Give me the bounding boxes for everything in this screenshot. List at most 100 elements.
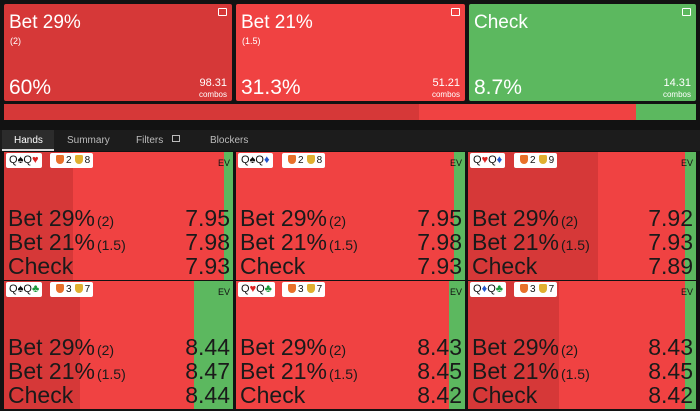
mix-segment: [236, 281, 449, 409]
ev-value: 7.89: [648, 253, 693, 279]
blocker-count: 2: [66, 155, 72, 166]
combos-label: combos: [662, 90, 691, 99]
ev-value: 7.98: [185, 229, 230, 255]
tab[interactable]: Filters: [136, 135, 164, 146]
ev-value: 8.42: [417, 382, 462, 408]
ev-row: Bet 29% (2): [472, 335, 578, 362]
action-name: Check: [472, 382, 538, 408]
ev-value: 8.45: [417, 358, 462, 384]
mix-segment: [468, 281, 560, 409]
frequency-segment: [4, 104, 420, 120]
blocker-icon: [538, 155, 547, 164]
action-name: Check: [472, 253, 538, 279]
ev-row: Check: [8, 383, 73, 407]
action-box[interactable]: Bet 29% (2) 60% 98.31 combos: [4, 4, 232, 101]
action-name: Bet 29%: [472, 334, 559, 360]
action-size: (1.5): [96, 237, 126, 253]
card-rank: Q: [488, 154, 497, 166]
mix-segment: [4, 152, 73, 280]
mix-segment: [468, 152, 598, 280]
action-size: (2): [10, 36, 21, 46]
blocker-icon: [520, 155, 528, 164]
action-combos: 98.31: [199, 77, 227, 89]
ev-row: Check: [240, 383, 305, 407]
hand-cell[interactable]: Q♦Q♣ 3 7 EV Bet 29% (2) 8.43 Bet 21% (1.5) 8.45 Ch…: [468, 281, 696, 409]
ev-row: Bet 29% (2): [240, 335, 346, 362]
icon: [451, 8, 460, 16]
card-rank: Q: [23, 154, 32, 166]
action-name: Bet 21%: [472, 229, 559, 255]
blocker-count: 2: [298, 155, 304, 166]
action-size: (2): [560, 213, 579, 229]
mix-segment: [223, 152, 233, 280]
blocker-icon: [56, 155, 64, 164]
action-size: (1.5): [328, 237, 358, 253]
card-rank: Q: [255, 154, 264, 166]
card-badge: Q♥Q♦: [470, 153, 506, 168]
ev-label: EV: [449, 158, 462, 168]
hand-cell[interactable]: Q♠Q♣ 3 7 EV Bet 29% (2) 8.44 Bet 21% (1.5) 8.47 Ch…: [4, 281, 233, 409]
hand-cell[interactable]: Q♠Q♥ 2 8 EV Bet 29% (2) 7.95 Bet 21% (1.5) 7.98 Ch…: [4, 152, 233, 280]
ev-row: Bet 21% (1.5): [472, 359, 590, 386]
tab[interactable]: Hands: [14, 135, 43, 146]
action-name: Bet 21%: [240, 229, 327, 255]
ev-value: 8.45: [648, 358, 693, 384]
ev-row: Bet 21% (1.5): [472, 230, 590, 257]
action-size: (1.5): [328, 366, 358, 382]
action-freq: 8.7%: [474, 76, 522, 99]
action-name: Bet 29%: [8, 334, 95, 360]
hand-cell[interactable]: Q♥Q♣ 3 7 EV Bet 29% (2) 8.43 Bet 21% (1.5) 8.45 Ch…: [236, 281, 465, 409]
ev-label: EV: [217, 158, 230, 168]
blocker-icon: [74, 284, 83, 293]
card-badge: Q♦Q♣: [470, 282, 506, 297]
mix-segment: [79, 281, 195, 409]
ev-row: Bet 29% (2): [472, 206, 578, 233]
hand-cell[interactable]: Q♠Q♦ 2 8 EV Bet 29% (2) 7.95 Bet 21% (1.5) 7.98 Ch…: [236, 152, 465, 280]
card-suit: ♠: [17, 283, 24, 295]
action-size: (1.5): [560, 366, 590, 382]
card-rank: Q: [241, 283, 250, 295]
ev-row: Bet 29% (2): [240, 206, 346, 233]
action-size: (1.5): [242, 36, 261, 46]
ev-value: 7.95: [417, 205, 462, 231]
action-name: Check: [8, 253, 74, 279]
hand-cell[interactable]: Q♥Q♦ 2 9 EV Bet 29% (2) 7.92 Bet 21% (1.5) 7.93 Ch…: [468, 152, 696, 280]
action-name: Bet 21%: [241, 12, 313, 33]
ev-value: 8.43: [417, 334, 462, 360]
blocker-icon: [538, 284, 547, 293]
blocker-count: 7: [316, 284, 323, 295]
mix-segment: [597, 152, 685, 280]
action-combos: 14.31: [663, 77, 691, 89]
ev-row: Bet 21% (1.5): [8, 359, 126, 386]
action-box[interactable]: Bet 21% (1.5) 31.3% 51.21 combos: [236, 4, 465, 101]
ev-label: EV: [680, 158, 693, 168]
ev-label: EV: [217, 287, 230, 297]
card-suit: ♥: [249, 283, 257, 295]
tab[interactable]: Summary: [67, 135, 110, 146]
action-name: Bet 21%: [8, 229, 95, 255]
filter-icon: [172, 135, 180, 142]
card-rank: Q: [23, 283, 32, 295]
ev-row: Check: [240, 254, 305, 278]
blocker-count: 3: [530, 284, 536, 295]
ev-label: EV: [680, 287, 693, 297]
mix-segment: [559, 281, 685, 409]
blocker-count: 7: [548, 284, 555, 295]
blocker-icon: [288, 155, 296, 164]
blocker-count: 2: [530, 155, 536, 166]
blocker-count: 8: [84, 155, 91, 166]
mix-segment: [72, 152, 224, 280]
action-name: Check: [240, 253, 306, 279]
ev-row: Bet 21% (1.5): [240, 230, 358, 257]
mix-segment: [236, 152, 454, 280]
blocker-icon: [74, 155, 83, 164]
card-suit: ♣: [264, 283, 272, 295]
action-box[interactable]: Check 8.7% 14.31 combos: [469, 4, 696, 101]
tab[interactable]: Blockers: [210, 135, 249, 146]
blocker-count: 9: [548, 155, 555, 166]
ev-row: Bet 21% (1.5): [8, 230, 126, 257]
